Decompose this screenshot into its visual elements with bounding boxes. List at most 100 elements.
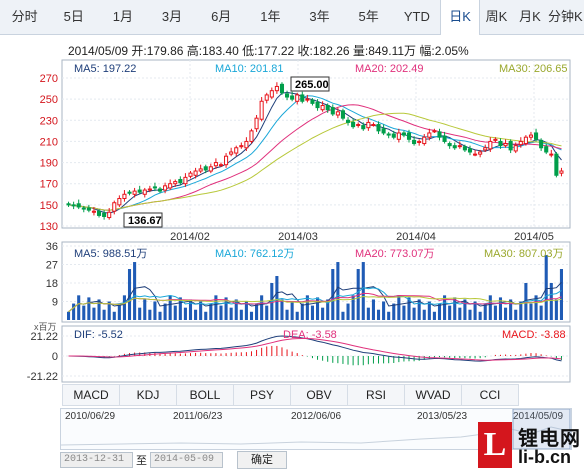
low-label: 136.67 <box>128 215 162 227</box>
candle-body <box>254 117 259 130</box>
candle-body <box>539 139 544 149</box>
tab-monthly-k[interactable]: 月K <box>519 9 541 24</box>
volume-bar <box>158 311 162 320</box>
tab-ytd[interactable]: YTD <box>403 9 430 24</box>
tab-1month[interactable]: 1月 <box>112 9 133 24</box>
timeline-label: 2012/06/06 <box>291 411 342 422</box>
tab-6month[interactable]: 6月 <box>211 9 232 24</box>
candle-body <box>381 128 386 134</box>
indicator-tab-kdj[interactable]: KDJ <box>120 384 177 406</box>
candle-body <box>554 153 559 176</box>
timeline-label: 2013/05/23 <box>417 411 468 422</box>
price-ma30-label: MA30: 206.65 <box>499 63 568 75</box>
indicator-tab-cci[interactable]: CCI <box>462 384 519 406</box>
volume-bar <box>173 305 177 320</box>
volume-bar <box>265 305 269 320</box>
indicator-tab-psy[interactable]: PSY <box>234 384 291 406</box>
volume-bar <box>407 297 411 320</box>
candle-body <box>224 155 229 166</box>
candle-body <box>163 185 168 191</box>
price-y-tick: 190 <box>40 158 58 170</box>
volume-bar <box>239 309 243 320</box>
candle-body <box>132 190 137 195</box>
volume-bar <box>397 295 401 320</box>
tab-3month[interactable]: 3月 <box>161 9 183 24</box>
indicator-tab-rsi[interactable]: RSI <box>348 384 405 406</box>
volume-bar <box>514 309 518 320</box>
tab-3year[interactable]: 3年 <box>309 9 330 24</box>
tab-5year[interactable]: 5年 <box>358 9 379 24</box>
volume-bar <box>468 309 472 320</box>
price-x-tick: 2014/02 <box>170 231 210 243</box>
volume-bar <box>127 269 132 320</box>
volume-bar <box>432 311 436 320</box>
candle-body <box>76 203 81 208</box>
tab-minute-k[interactable]: 分钟K <box>547 9 583 24</box>
tab-intraday[interactable]: 分时 <box>11 9 38 24</box>
volume-bar <box>529 303 533 320</box>
period-tabs: 分时 5日 1月 3月 6月 1年 3年 5年 YTD 日K 周K 月K 分钟K <box>0 0 584 35</box>
candle-body <box>91 210 96 213</box>
candle-body <box>366 121 371 129</box>
timeline-selection[interactable] <box>512 409 571 449</box>
site-logo: L 锂电网 li-b.cn <box>478 420 584 471</box>
candle-body <box>473 153 478 156</box>
candle-body <box>335 111 340 116</box>
vol-ma30-label: MA30: 807.03万 <box>484 248 564 260</box>
candle-body <box>340 110 345 119</box>
candle-body <box>178 178 183 184</box>
volume-ma30-line <box>68 295 562 313</box>
macd-dea-line <box>68 338 562 361</box>
candle-body <box>203 166 208 171</box>
candle-body <box>462 146 467 151</box>
tab-daily-k[interactable]: 日K <box>440 0 480 35</box>
volume-bar <box>387 311 391 320</box>
start-date-input[interactable]: 2013-12-31 <box>60 452 133 468</box>
volume-bar <box>544 255 548 320</box>
candle-body <box>528 134 534 138</box>
volume-y-tick: 18 <box>46 278 58 290</box>
low-label-box <box>123 212 163 228</box>
candle-body <box>285 93 290 98</box>
candle-body <box>513 145 518 152</box>
candle-body <box>498 140 503 147</box>
ma10-line <box>68 95 562 211</box>
volume-bar <box>448 305 452 320</box>
tab-weekly-k[interactable]: 周K <box>485 9 508 24</box>
candle-body <box>371 124 376 127</box>
confirm-button[interactable]: 确定 <box>237 451 287 469</box>
volume-bar <box>143 299 147 320</box>
candle-body <box>422 136 427 145</box>
indicator-tab-boll[interactable]: BOLL <box>177 384 234 406</box>
indicator-tab-obv[interactable]: OBV <box>291 384 348 406</box>
candle-body <box>503 143 508 147</box>
indicator-tab-wvad[interactable]: WVAD <box>405 384 462 406</box>
candle-body <box>142 189 147 195</box>
volume-bar <box>371 299 375 320</box>
candle-body <box>66 203 71 206</box>
candle-body <box>193 170 198 176</box>
end-date-input[interactable]: 2014-05-09 <box>150 452 223 468</box>
tab-1year[interactable]: 1年 <box>260 9 281 24</box>
volume-bar <box>117 303 121 320</box>
volume-bar <box>87 297 91 320</box>
candle-body <box>417 140 422 143</box>
candle-body <box>549 153 554 156</box>
indicator-tab-macd[interactable]: MACD <box>62 384 120 406</box>
price-y-tick: 130 <box>40 221 58 233</box>
candle-body <box>295 94 300 102</box>
volume-bar <box>310 305 314 320</box>
candle-body <box>96 210 102 216</box>
vol-ma20-label: MA20: 773.07万 <box>355 248 435 260</box>
timeline-label: 2011/06/23 <box>173 411 223 422</box>
volume-bar <box>224 297 228 320</box>
price-x-tick: 2014/05 <box>514 231 554 243</box>
volume-bar <box>280 299 284 320</box>
volume-bar <box>122 295 126 320</box>
volume-bar <box>72 303 76 320</box>
price-ma5-label: MA5: 197.22 <box>74 63 136 75</box>
tab-5day[interactable]: 5日 <box>63 9 84 24</box>
volume-bar <box>326 299 330 320</box>
candle-body <box>173 181 178 185</box>
